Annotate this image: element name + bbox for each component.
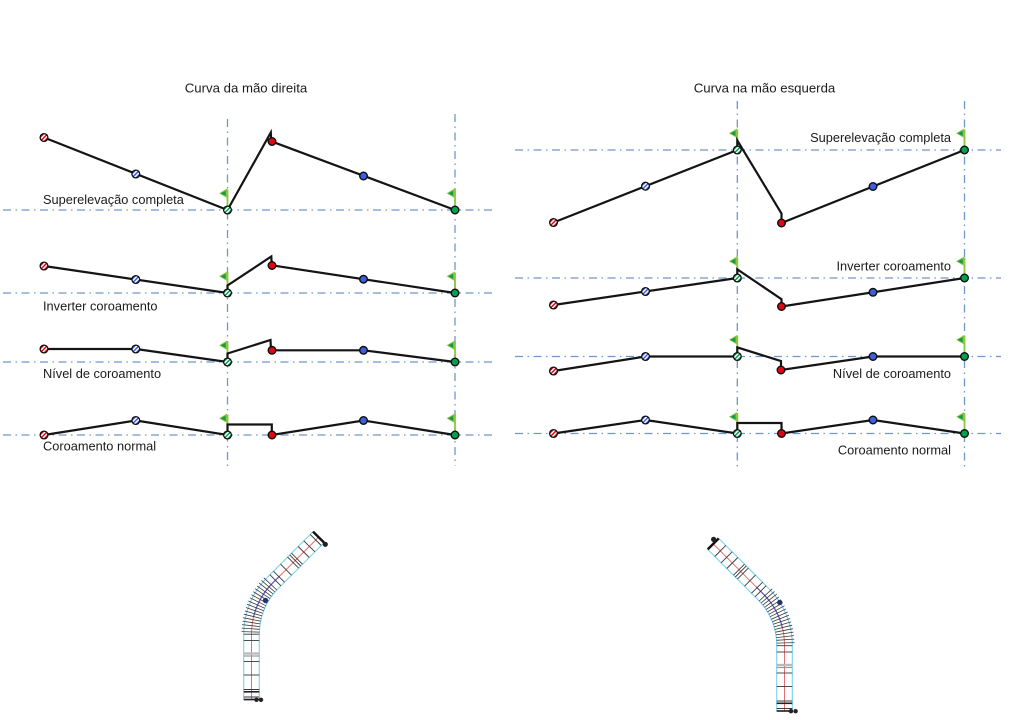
- svg-text:Inverter coroamento: Inverter coroamento: [836, 259, 951, 274]
- svg-text:Nível de coroamento: Nível de coroamento: [833, 366, 951, 381]
- svg-text:Coroamento normal: Coroamento normal: [43, 439, 156, 454]
- svg-text:Superelevação completa: Superelevação completa: [43, 192, 185, 207]
- svg-text:Coroamento normal: Coroamento normal: [838, 443, 951, 458]
- svg-text:Superelevação completa: Superelevação completa: [810, 130, 952, 145]
- svg-text:Inverter coroamento: Inverter coroamento: [43, 299, 158, 314]
- svg-text:Curva na mão esquerda: Curva na mão esquerda: [694, 80, 836, 95]
- svg-text:Nível de coroamento: Nível de coroamento: [43, 366, 161, 381]
- svg-text:Curva da mão direita: Curva da mão direita: [185, 80, 308, 95]
